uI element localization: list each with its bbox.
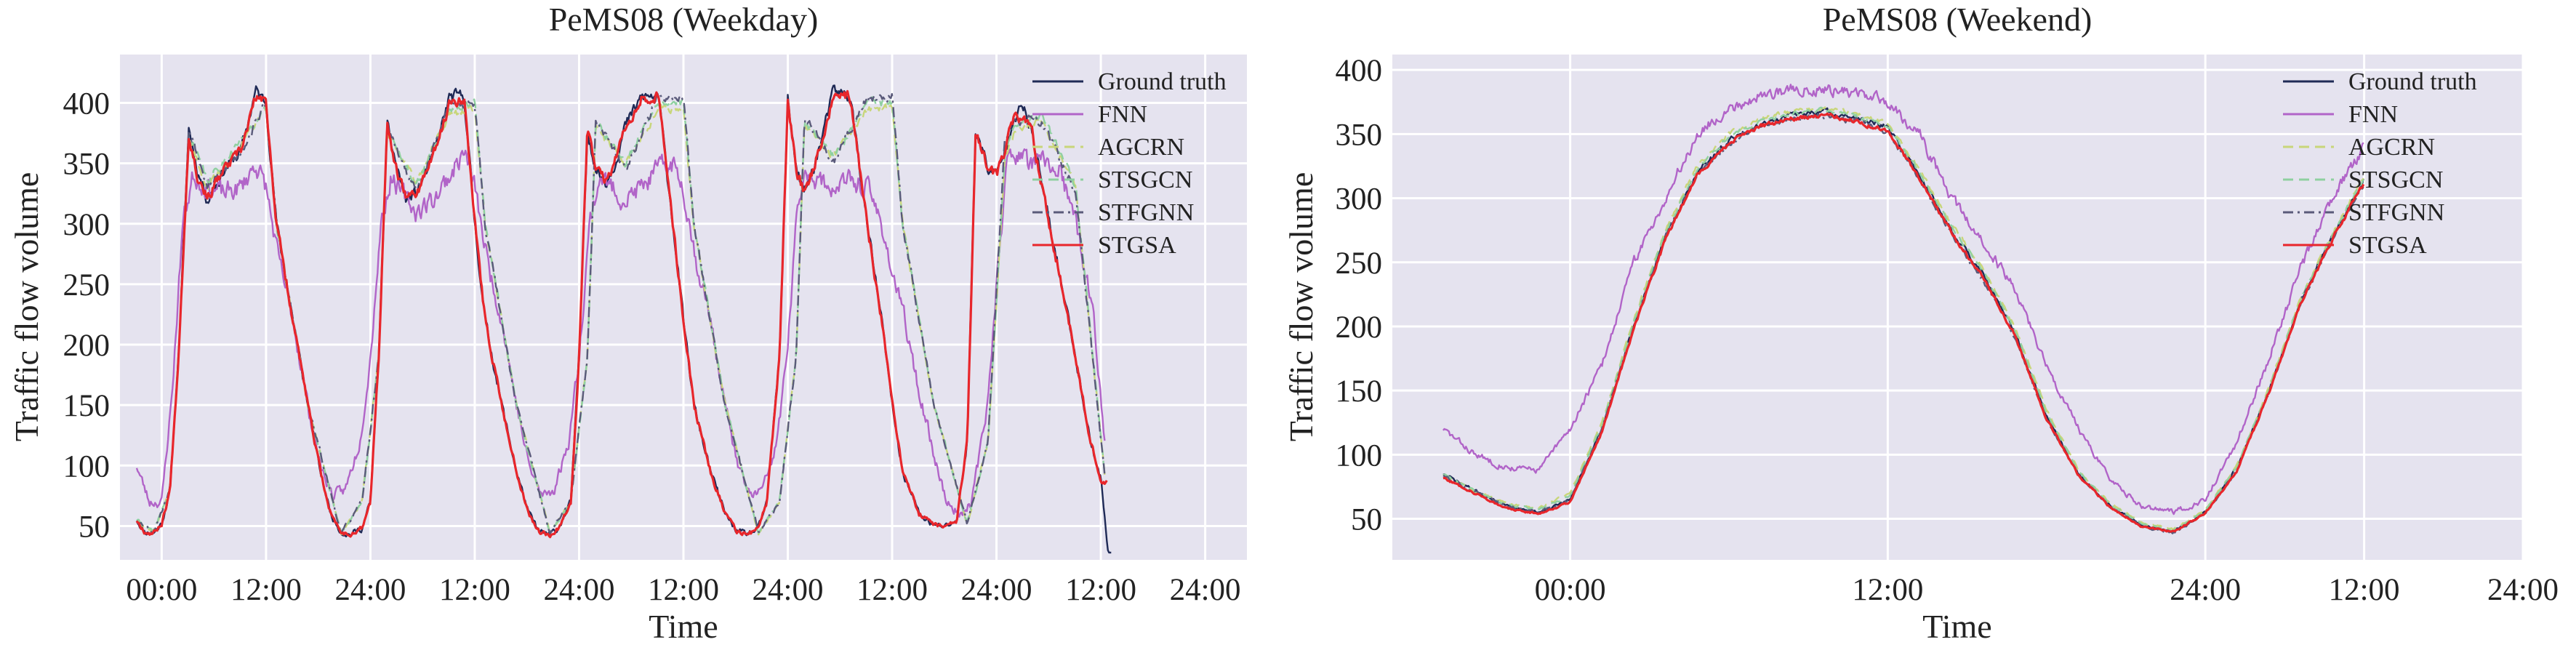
x-tick-label: 24:00 xyxy=(334,573,406,607)
legend-label: STGSA xyxy=(2348,232,2427,259)
y-tick-label: 150 xyxy=(1336,374,1383,409)
chart-weekend: 50 100 150 200 250 300 350 400 00:00 12:00 24:00 12… xyxy=(1283,1,2559,645)
series-line-stgsa xyxy=(135,89,1108,539)
y-tick-label: 250 xyxy=(1336,246,1383,281)
x-tick-label: 00:00 xyxy=(1535,573,1606,607)
series-layer xyxy=(1442,84,2365,534)
x-tick-label: 24:00 xyxy=(1170,573,1241,607)
y-tick-label: 350 xyxy=(63,148,111,182)
y-tick-label: 150 xyxy=(63,389,111,423)
x-tick-label: 12:00 xyxy=(648,573,719,607)
chart-weekday: 50 100 150 200 250 300 350 400 00:00 12:00 24:00 12… xyxy=(8,1,1247,645)
y-tick-label: 250 xyxy=(63,268,111,302)
x-tick-label: 12:00 xyxy=(2329,573,2400,607)
tick-labels: 50 100 150 200 250 300 350 400 00:00 12:00 24:00 12… xyxy=(63,87,1241,607)
plot-area xyxy=(1392,55,2523,560)
legend-label: STGSA xyxy=(1098,232,1176,259)
series-line-stgsa xyxy=(1443,112,2365,533)
y-tick-label: 200 xyxy=(1336,310,1383,345)
x-tick-label: 12:00 xyxy=(439,573,510,607)
y-axis-label: Traffic flow volume xyxy=(1283,172,1320,442)
series-layer xyxy=(135,84,1112,554)
chart-title: PeMS08 (Weekday) xyxy=(549,1,819,38)
x-tick-label: 24:00 xyxy=(2487,573,2559,607)
legend-label: FNN xyxy=(1098,101,1147,128)
legend-label: FNN xyxy=(2348,101,2398,128)
legend-label: AGCRN xyxy=(2348,134,2435,161)
y-tick-label: 200 xyxy=(63,329,111,363)
y-tick-label: 400 xyxy=(1336,54,1383,88)
x-axis-label: Time xyxy=(649,608,718,645)
y-tick-label: 50 xyxy=(79,510,110,544)
legend: Ground truth FNN AGCRN STSGCN STFGNN STGSA xyxy=(1032,68,1227,259)
legend-label: Ground truth xyxy=(2348,68,2477,95)
series-line-stsgcn xyxy=(1443,106,2364,532)
tick-labels: 50 100 150 200 250 300 350 400 00:00 12:00 24:00 12… xyxy=(1336,54,2559,607)
legend-label: STFGNN xyxy=(1098,199,1194,226)
y-tick-label: 300 xyxy=(63,208,111,242)
x-tick-label: 12:00 xyxy=(856,573,928,607)
grid-lines xyxy=(1392,55,2524,560)
x-tick-label: 24:00 xyxy=(753,573,824,607)
legend-label: Ground truth xyxy=(1098,68,1227,95)
legend: Ground truth FNN AGCRN STSGCN STFGNN STGSA xyxy=(2283,68,2477,259)
x-tick-label: 12:00 xyxy=(1852,573,1923,607)
y-tick-label: 100 xyxy=(63,449,111,484)
y-tick-label: 400 xyxy=(63,87,111,121)
legend-label: STFGNN xyxy=(2348,199,2444,226)
x-tick-label: 12:00 xyxy=(1065,573,1136,607)
x-tick-label: 12:00 xyxy=(230,573,302,607)
chart-title: PeMS08 (Weekend) xyxy=(1823,1,2093,38)
legend-label: AGCRN xyxy=(1098,134,1184,161)
series-line-fnn xyxy=(1442,84,2364,515)
x-tick-label: 24:00 xyxy=(961,573,1032,607)
y-tick-label: 300 xyxy=(1336,182,1383,217)
y-axis-label: Traffic flow volume xyxy=(8,172,45,442)
y-tick-label: 100 xyxy=(1336,438,1383,473)
x-axis-label: Time xyxy=(1922,608,1991,645)
legend-label: STSGCN xyxy=(1098,166,1192,193)
y-tick-label: 350 xyxy=(1336,118,1383,152)
legend-label: STSGCN xyxy=(2348,166,2443,193)
x-tick-label: 24:00 xyxy=(2170,573,2241,607)
y-tick-label: 50 xyxy=(1351,503,1382,537)
x-tick-label: 24:00 xyxy=(544,573,615,607)
x-tick-label: 00:00 xyxy=(126,573,197,607)
